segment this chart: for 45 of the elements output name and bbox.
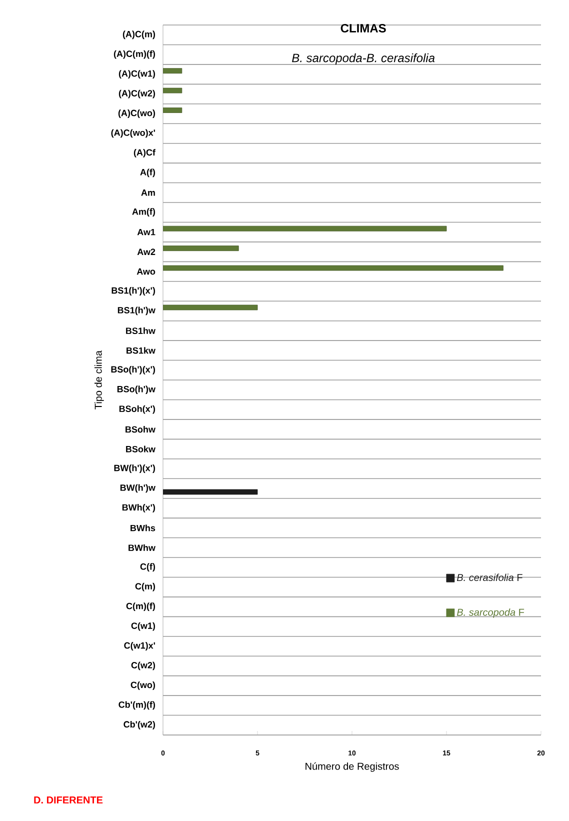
y-tick-label: Cb'(m)(f) — [118, 701, 156, 710]
y-tick-label: C(m)(f) — [126, 602, 156, 611]
bar — [162, 489, 258, 495]
y-tick-label: Awo — [136, 268, 156, 275]
x-axis-title: Número de Registros — [306, 762, 399, 772]
y-tick-label: BSoh(x') — [119, 405, 156, 414]
y-tick-label: C(w2) — [131, 662, 156, 670]
y-axis-title: Tipo de clima — [94, 350, 104, 410]
y-tick-label: BWh(x') — [122, 504, 156, 512]
y-tick-label: A(f) — [140, 168, 156, 178]
y-tick-label: BSohw — [126, 426, 156, 433]
y-tick-label: Am — [141, 190, 155, 196]
y-tick-label: C(m) — [135, 582, 156, 592]
y-tick-label: BS1(h')(x') — [112, 287, 156, 296]
y-tick-label: C(w1)x' — [124, 642, 155, 650]
chart-title: CLIMAS — [340, 24, 386, 32]
text: B. sarcopoda-B. cerasifolia — [292, 53, 435, 65]
y-tick-label: (A)C(m)(f) — [114, 50, 156, 59]
y-tick-label: (A)C(wo)x' — [111, 129, 155, 138]
y-tick-label: BSo(h')w — [117, 386, 156, 394]
y-tick-label: BSokw — [126, 446, 156, 452]
y-tick-label: (A)C(w2) — [118, 90, 156, 98]
y-tick-label: BW(h')w — [120, 484, 156, 493]
y-tick-label: (A)C(w1) — [118, 70, 156, 79]
y-tick-label: BS1hw — [126, 327, 156, 334]
bar — [162, 226, 447, 232]
y-tick-label: BWhs — [130, 524, 156, 532]
y-tick-label: BS1kw — [126, 347, 156, 354]
y-tick-label: BW(h')(x') — [114, 464, 156, 473]
y-tick-label: Aw2 — [137, 248, 156, 255]
legend-label: B. sarcopoda F — [456, 608, 524, 618]
y-tick-label: C(w1) — [131, 622, 156, 631]
y-tick-label: BWhw — [128, 544, 156, 551]
y-tick-label: (A)C(wo) — [118, 110, 156, 118]
y-tick-label: C(f) — [140, 563, 156, 572]
y-tick-label: C(wo) — [130, 682, 156, 690]
y-tick-label: Am(f) — [132, 208, 156, 217]
y-tick-label: BSo(h')(x') — [111, 366, 156, 374]
y-tick-label: Aw1 — [137, 228, 156, 236]
y-tick-label: (A)Cf — [134, 149, 156, 158]
y-tick-label: BS1(h')w — [118, 306, 156, 316]
y-tick-label: (A)C(m) — [122, 30, 156, 40]
text: D. DIFERENTE — [34, 796, 103, 804]
y-tick-label: Cb'(w2) — [124, 720, 156, 730]
legend-label: B. cerasifolia F — [456, 574, 522, 582]
